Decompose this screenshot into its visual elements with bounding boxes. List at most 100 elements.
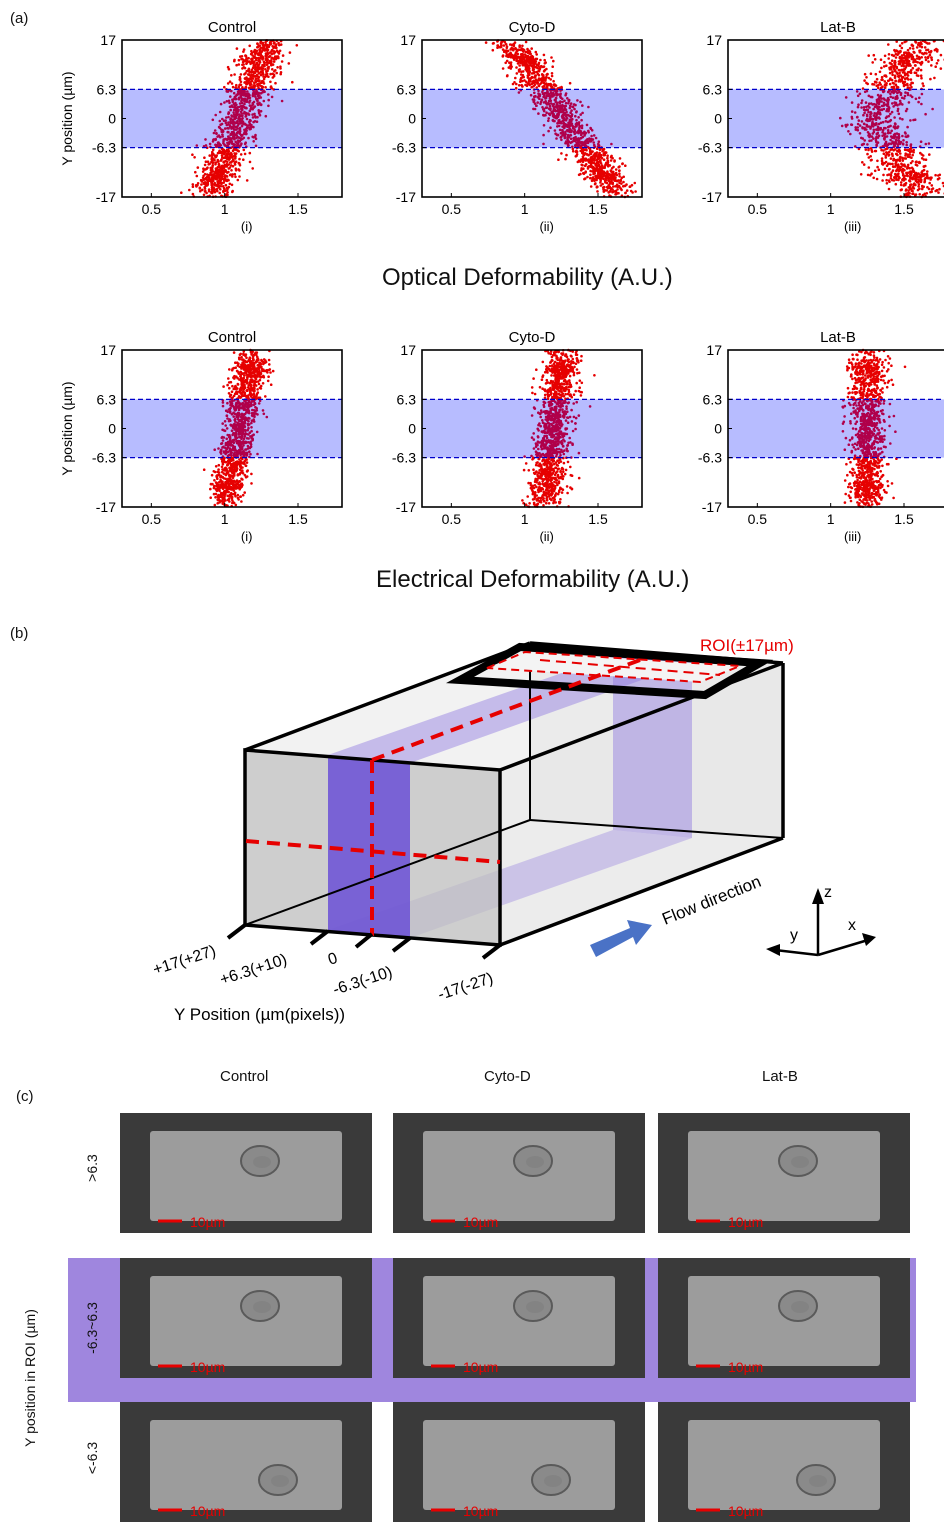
data-point (564, 101, 568, 105)
data-point (251, 113, 254, 116)
data-point (227, 67, 231, 71)
data-point (561, 131, 565, 134)
data-point (221, 468, 224, 471)
data-point (201, 188, 204, 192)
data-point (547, 119, 550, 123)
data-point (906, 171, 910, 175)
data-point (564, 104, 568, 108)
data-point (549, 108, 552, 111)
data-point (590, 129, 594, 132)
data-point (532, 85, 535, 88)
data-point (894, 97, 897, 100)
data-point (606, 154, 609, 157)
data-point (593, 179, 596, 183)
plot-title: Lat-B (820, 19, 856, 36)
data-point (250, 482, 253, 485)
data-point (556, 133, 559, 137)
data-point (227, 167, 231, 170)
data-point (602, 158, 606, 161)
data-point (220, 436, 224, 440)
data-point (923, 192, 927, 196)
data-point (269, 371, 272, 374)
data-point (528, 50, 532, 54)
data-point (549, 83, 553, 86)
data-point (875, 177, 879, 181)
data-point (231, 189, 234, 193)
data-point (237, 58, 241, 62)
data-point (533, 59, 536, 62)
data-point (233, 125, 236, 128)
data-point (502, 44, 506, 47)
data-point (864, 148, 868, 151)
data-point (224, 121, 228, 125)
data-point (938, 187, 941, 191)
data-point (225, 90, 229, 93)
data-point (579, 136, 583, 140)
data-point (556, 106, 559, 110)
data-point (243, 102, 246, 106)
data-point (580, 126, 584, 130)
data-point (603, 189, 607, 192)
data-point (262, 75, 265, 78)
data-point (530, 76, 534, 80)
data-point (216, 174, 219, 177)
data-point (919, 175, 923, 178)
data-point (266, 379, 270, 383)
data-point (250, 429, 253, 433)
data-point (533, 102, 537, 105)
data-point (229, 120, 232, 123)
data-point (224, 481, 227, 485)
data-point (229, 439, 232, 442)
data-point (576, 142, 580, 146)
data-point (529, 63, 532, 67)
data-point (889, 148, 892, 151)
data-point (224, 424, 227, 427)
data-point (219, 180, 222, 183)
data-point (537, 69, 541, 73)
data-point (537, 112, 540, 115)
data-point (231, 465, 235, 469)
data-point (930, 56, 933, 59)
data-point (840, 124, 844, 128)
data-point (894, 103, 897, 107)
data-point (544, 96, 548, 100)
data-point (580, 169, 583, 172)
data-point (911, 47, 915, 50)
data-point (241, 137, 244, 141)
data-point (551, 110, 555, 113)
data-point (236, 178, 240, 182)
data-point (180, 191, 183, 194)
data-point (885, 182, 889, 185)
data-point (255, 120, 259, 123)
data-point (563, 136, 567, 140)
data-point (594, 162, 597, 166)
data-point (251, 439, 254, 442)
data-point (261, 63, 264, 67)
data-point (264, 68, 267, 71)
data-point (259, 91, 263, 95)
y-tick-label: 17 (100, 32, 116, 48)
data-point (542, 113, 545, 117)
data-point (509, 51, 512, 55)
data-point (207, 188, 211, 191)
data-point (610, 142, 613, 146)
data-point (857, 119, 861, 122)
data-point (233, 445, 236, 449)
data-point (872, 114, 876, 117)
data-point (590, 179, 594, 183)
data-point (881, 78, 884, 82)
data-point (589, 138, 593, 142)
data-point (514, 54, 518, 58)
data-point (862, 106, 866, 109)
data-point (259, 96, 263, 99)
data-point (920, 92, 924, 96)
data-point (894, 52, 898, 56)
data-point (209, 496, 212, 500)
data-point (271, 369, 275, 373)
data-point (924, 176, 927, 180)
data-point (855, 90, 859, 93)
data-point (250, 364, 254, 368)
data-point (243, 374, 246, 377)
data-point (252, 414, 255, 418)
